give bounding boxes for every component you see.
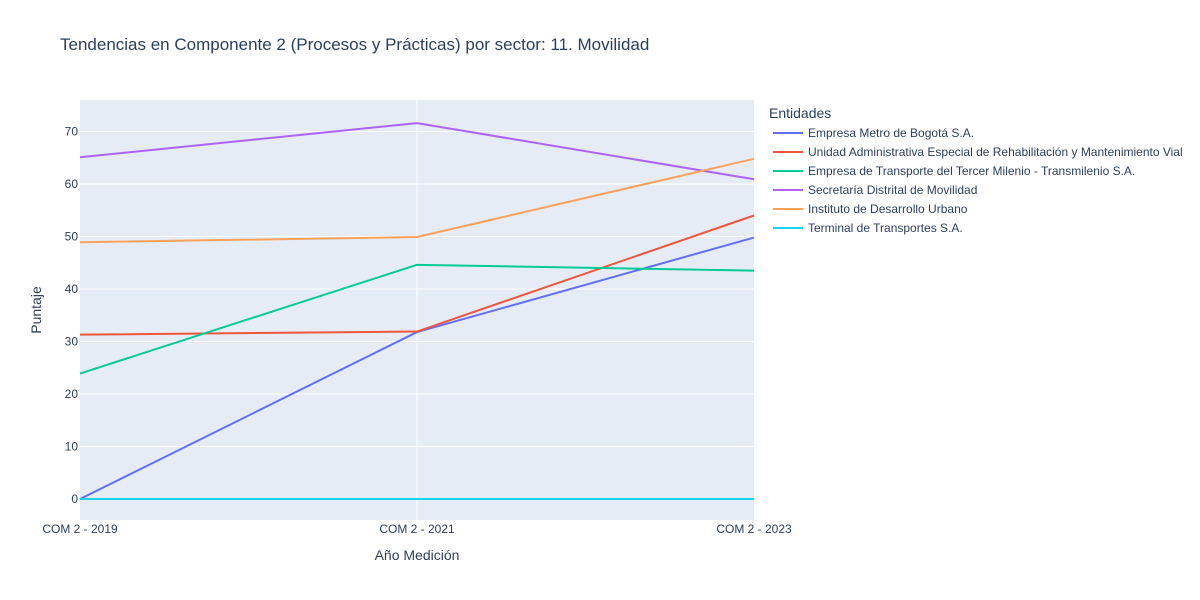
x-axis-ticks: COM 2 - 2019 COM 2 - 2021 COM 2 - 2023: [42, 522, 792, 536]
x-tick-label: COM 2 - 2023: [716, 522, 792, 536]
series-line[interactable]: [79, 122, 755, 181]
series-line[interactable]: [79, 263, 755, 375]
legend-label: Empresa de Transporte del Tercer Milenio…: [808, 164, 1135, 178]
y-tick-label: 40: [65, 282, 79, 296]
y-tick-label: 30: [65, 335, 79, 349]
y-tick-label: 20: [65, 387, 79, 401]
legend-label: Empresa Metro de Bogotá S.A.: [808, 126, 974, 140]
legend[interactable]: Entidades Empresa Metro de Bogotá S.A. Un…: [769, 105, 1183, 235]
legend-title: Entidades: [769, 105, 831, 121]
legend-label: Unidad Administrativa Especial de Rehabi…: [808, 145, 1183, 159]
y-tick-label: 70: [65, 125, 79, 139]
series-line[interactable]: [79, 214, 755, 336]
y-tick-label: 0: [71, 492, 78, 506]
y-axis-title: Puntaje: [28, 286, 44, 334]
series-lines: [79, 122, 755, 500]
legend-item[interactable]: Secretaría Distrital de Movilidad: [773, 183, 977, 197]
legend-item[interactable]: Unidad Administrativa Especial de Rehabi…: [773, 145, 1183, 159]
legend-label: Secretaría Distrital de Movilidad: [808, 183, 977, 197]
x-tick-label: COM 2 - 2019: [42, 522, 118, 536]
legend-items[interactable]: Empresa Metro de Bogotá S.A. Unidad Admin…: [773, 126, 1183, 235]
y-axis-ticks: 0 10 20 30 40 50 60 70: [65, 125, 79, 507]
legend-item[interactable]: Empresa Metro de Bogotá S.A.: [773, 126, 974, 140]
x-axis-title: Año Medición: [375, 547, 460, 563]
legend-label: Terminal de Transportes S.A.: [808, 221, 963, 235]
legend-item[interactable]: Terminal de Transportes S.A.: [773, 221, 963, 235]
legend-label: Instituto de Desarrollo Urbano: [808, 202, 968, 216]
y-tick-label: 10: [65, 440, 79, 454]
y-tick-label: 50: [65, 230, 79, 244]
y-tick-label: 60: [65, 177, 79, 191]
series-line[interactable]: [79, 157, 755, 244]
legend-item[interactable]: Empresa de Transporte del Tercer Milenio…: [773, 164, 1135, 178]
chart-title: Tendencias en Componente 2 (Procesos y P…: [60, 35, 649, 54]
x-tick-label: COM 2 - 2021: [379, 522, 455, 536]
legend-item[interactable]: Instituto de Desarrollo Urbano: [773, 202, 968, 216]
